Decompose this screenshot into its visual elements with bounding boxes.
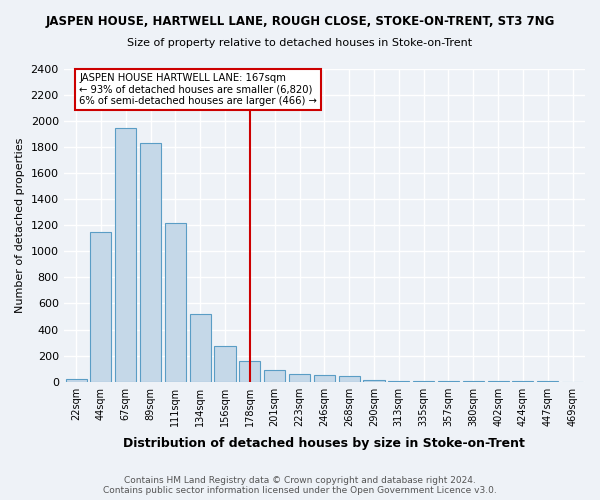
Y-axis label: Number of detached properties: Number of detached properties [15, 138, 25, 313]
Bar [91, 232, 112, 382]
X-axis label: Distribution of detached houses by size in Stoke-on-Trent: Distribution of detached houses by size … [124, 437, 525, 450]
Bar [289, 374, 310, 382]
Bar [413, 381, 434, 382]
Bar [65, 379, 86, 382]
Bar [165, 222, 186, 382]
Bar [314, 375, 335, 382]
Text: Contains HM Land Registry data © Crown copyright and database right 2024.
Contai: Contains HM Land Registry data © Crown c… [103, 476, 497, 495]
Bar [264, 370, 285, 382]
Bar [438, 381, 459, 382]
Bar [115, 128, 136, 382]
Bar [190, 314, 211, 382]
Text: Size of property relative to detached houses in Stoke-on-Trent: Size of property relative to detached ho… [127, 38, 473, 48]
Text: JASPEN HOUSE HARTWELL LANE: 167sqm
← 93% of detached houses are smaller (6,820)
: JASPEN HOUSE HARTWELL LANE: 167sqm ← 93%… [79, 73, 317, 106]
Text: JASPEN HOUSE, HARTWELL LANE, ROUGH CLOSE, STOKE-ON-TRENT, ST3 7NG: JASPEN HOUSE, HARTWELL LANE, ROUGH CLOSE… [46, 15, 554, 28]
Bar [388, 380, 409, 382]
Bar [364, 380, 385, 382]
Bar [140, 144, 161, 382]
Bar [214, 346, 236, 382]
Bar [338, 376, 360, 382]
Bar [239, 361, 260, 382]
